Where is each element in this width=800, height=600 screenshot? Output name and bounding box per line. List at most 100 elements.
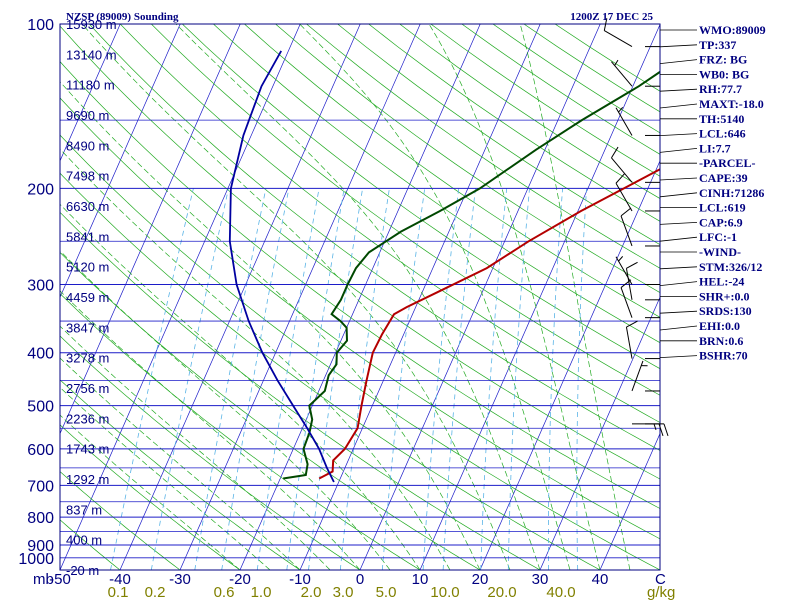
- height-label: 837 m: [66, 502, 102, 517]
- height-label: 400 m: [66, 533, 102, 548]
- wind-barb-line: [620, 279, 632, 288]
- mixing-ratio-tick-label: 0.2: [145, 584, 166, 600]
- height-label: 5841 m: [66, 229, 109, 244]
- index-entry: WB0: BG: [699, 67, 749, 81]
- dewpoint-trace: [283, 70, 660, 480]
- pressure-tick-label: 100: [27, 17, 54, 34]
- height-label: -20 m: [66, 563, 99, 578]
- wind-barb-line: [614, 59, 619, 66]
- wind-staff: [625, 268, 633, 300]
- data-layer: [228, 50, 660, 483]
- wind-barb: [611, 59, 660, 87]
- index-entry: LCL:646: [699, 127, 746, 141]
- index-leader: [659, 236, 698, 242]
- index-leader: [659, 325, 698, 331]
- index-entry: CAP:6.9: [699, 215, 743, 229]
- x-axis-unit: C: [655, 571, 666, 588]
- index-entry: CAPE:39: [699, 171, 748, 185]
- wind-barb: [615, 256, 660, 286]
- temperature-trace: [318, 168, 660, 480]
- wind-barb-line: [658, 423, 664, 437]
- wind-staff: [611, 157, 633, 183]
- temperature-tick-label: 30: [532, 571, 549, 588]
- wind-staff: [611, 61, 633, 87]
- height-label: 8490 m: [66, 138, 109, 153]
- index-leader: [659, 192, 698, 198]
- height-label: 4459 m: [66, 290, 109, 305]
- mixing-ratio-tick-label: 5.0: [376, 584, 397, 600]
- index-entry: -PARCEL-: [699, 156, 755, 170]
- mixing-ratio-line: [286, 188, 345, 570]
- index-entry: BRN:0.6: [699, 334, 743, 348]
- wind-barb-line: [611, 146, 619, 159]
- index-leader: [659, 281, 698, 286]
- index-entry: TP:337: [699, 38, 736, 52]
- mixing-ratio-tick-label: 20.0: [487, 584, 516, 600]
- wind-barb: [631, 360, 660, 392]
- pressure-tick-label: 800: [27, 510, 54, 527]
- isotherm: [479, 160, 660, 570]
- wind-barb: [611, 146, 660, 183]
- wind-barb-line: [626, 320, 638, 328]
- wind-barb: [615, 173, 660, 212]
- mixing-ratio-tick-label: 0.6: [214, 584, 235, 600]
- height-label: 15930 m: [66, 17, 117, 32]
- index-entry: TH:5140: [699, 112, 744, 126]
- index-entry: WMO:89009: [699, 23, 766, 37]
- wind-staff: [620, 215, 633, 247]
- pressure-tick-label: 400: [27, 346, 54, 363]
- height-label: 3278 m: [66, 351, 109, 366]
- pressure-tick-label: 500: [27, 399, 54, 416]
- index-leader: [659, 310, 698, 314]
- height-label: 5120 m: [66, 260, 109, 275]
- temperature-tick-label: -40: [109, 571, 131, 588]
- mixing-ratio-unit: g/kg: [647, 584, 675, 600]
- wind-barb-line: [620, 207, 632, 217]
- wind-barb: [632, 423, 669, 437]
- wind-barb-line: [618, 256, 624, 262]
- index-leader: [659, 177, 698, 181]
- wind-barb-line: [615, 173, 625, 184]
- height-label: 2236 m: [66, 411, 109, 426]
- isotherm: [60, 24, 121, 162]
- index-entry: -WIND-: [699, 245, 741, 259]
- wind-staff: [615, 182, 633, 212]
- index-entry: STM:326/12: [699, 260, 762, 274]
- wind-barb: [615, 107, 660, 136]
- height-label: 11180 m: [66, 78, 115, 93]
- wind-barb: [625, 320, 660, 360]
- wind-barb-line: [618, 107, 624, 113]
- index-leader: [659, 148, 698, 153]
- wind-barb-line: [626, 261, 638, 269]
- plot-frame: [59, 23, 661, 571]
- temperature-tick-label: -50: [49, 571, 71, 588]
- wind-barb: [620, 279, 660, 319]
- isotherm: [599, 432, 660, 570]
- wind-staff: [615, 256, 633, 285]
- index-entry: RH:77.7: [699, 82, 742, 96]
- wind-barb: [625, 261, 660, 301]
- index-entry: MAXT:-18.0: [699, 97, 764, 111]
- mixing-ratio-tick-label: 2.0: [301, 584, 322, 600]
- height-label: 1292 m: [66, 472, 109, 487]
- isotherm: [60, 24, 301, 570]
- index-leader: [659, 59, 698, 64]
- mixing-ratio-line: [221, 188, 290, 570]
- wind-staff: [604, 30, 633, 48]
- index-entry: CINH:71286: [699, 186, 764, 200]
- index-entry: SHR+:0.0: [699, 289, 750, 303]
- wind-barb-line: [663, 423, 669, 437]
- index-entry: HEL:-24: [699, 275, 744, 289]
- index-entry: EHI:0.0: [699, 319, 740, 333]
- height-label: 2756 m: [66, 381, 109, 396]
- wind-staff: [625, 326, 633, 359]
- index-entry: BSHR:70: [699, 349, 748, 363]
- temperature-tick-label: 10: [412, 571, 429, 588]
- index-entry: SRDS:130: [699, 304, 752, 318]
- index-entry: LI:7.7: [699, 141, 731, 155]
- pressure-tick-label: 900: [27, 538, 54, 555]
- isotherm: [179, 24, 421, 570]
- wind-staff: [620, 287, 633, 318]
